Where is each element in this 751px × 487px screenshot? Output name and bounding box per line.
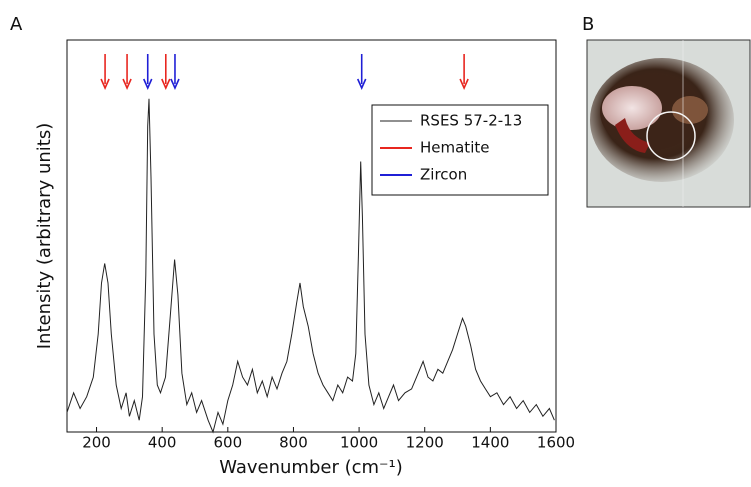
peak-arrow [143,54,153,90]
arrow-head [170,78,180,90]
arrow-head [100,78,110,90]
x-tick-label: 800 [279,434,308,452]
arrow-head [459,78,469,90]
legend: RSES 57-2-13 Hematite Zircon [371,104,549,196]
peak-arrow [100,54,110,90]
arrow-head [356,78,367,90]
legend-label: Hematite [420,139,489,157]
photo [586,39,751,208]
peak-arrow [356,54,367,90]
x-tick-label: 1000 [340,434,378,452]
peak-arrow [122,54,132,90]
y-axis-label: Intensity (arbitrary units) [34,123,55,350]
peak-arrow [170,54,180,90]
panel-label: A [10,14,23,35]
x-tick-label: 400 [148,434,177,452]
x-tick-label: 200 [82,434,111,452]
x-axis-label: Wavenumber (cm⁻¹) [219,457,403,478]
peak-arrow [459,54,469,90]
panel-label: B [582,14,594,35]
x-tick-label: 600 [213,434,242,452]
x-tick-label: 1600 [537,434,575,452]
arrow-head [143,78,153,90]
arrow-head [122,78,132,90]
arrow-head [161,78,171,90]
plot-frame [66,39,557,433]
spectrum-line [66,98,555,434]
peak-arrow [161,54,171,90]
x-tick-label: 1400 [471,434,509,452]
x-tick-label: 1200 [406,434,444,452]
legend-label: RSES 57-2-13 [420,112,522,130]
legend-label: Zircon [420,166,467,184]
